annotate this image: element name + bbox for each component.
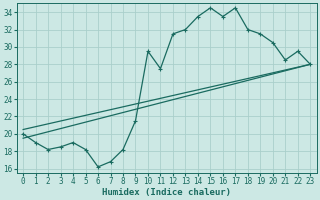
- X-axis label: Humidex (Indice chaleur): Humidex (Indice chaleur): [102, 188, 231, 197]
